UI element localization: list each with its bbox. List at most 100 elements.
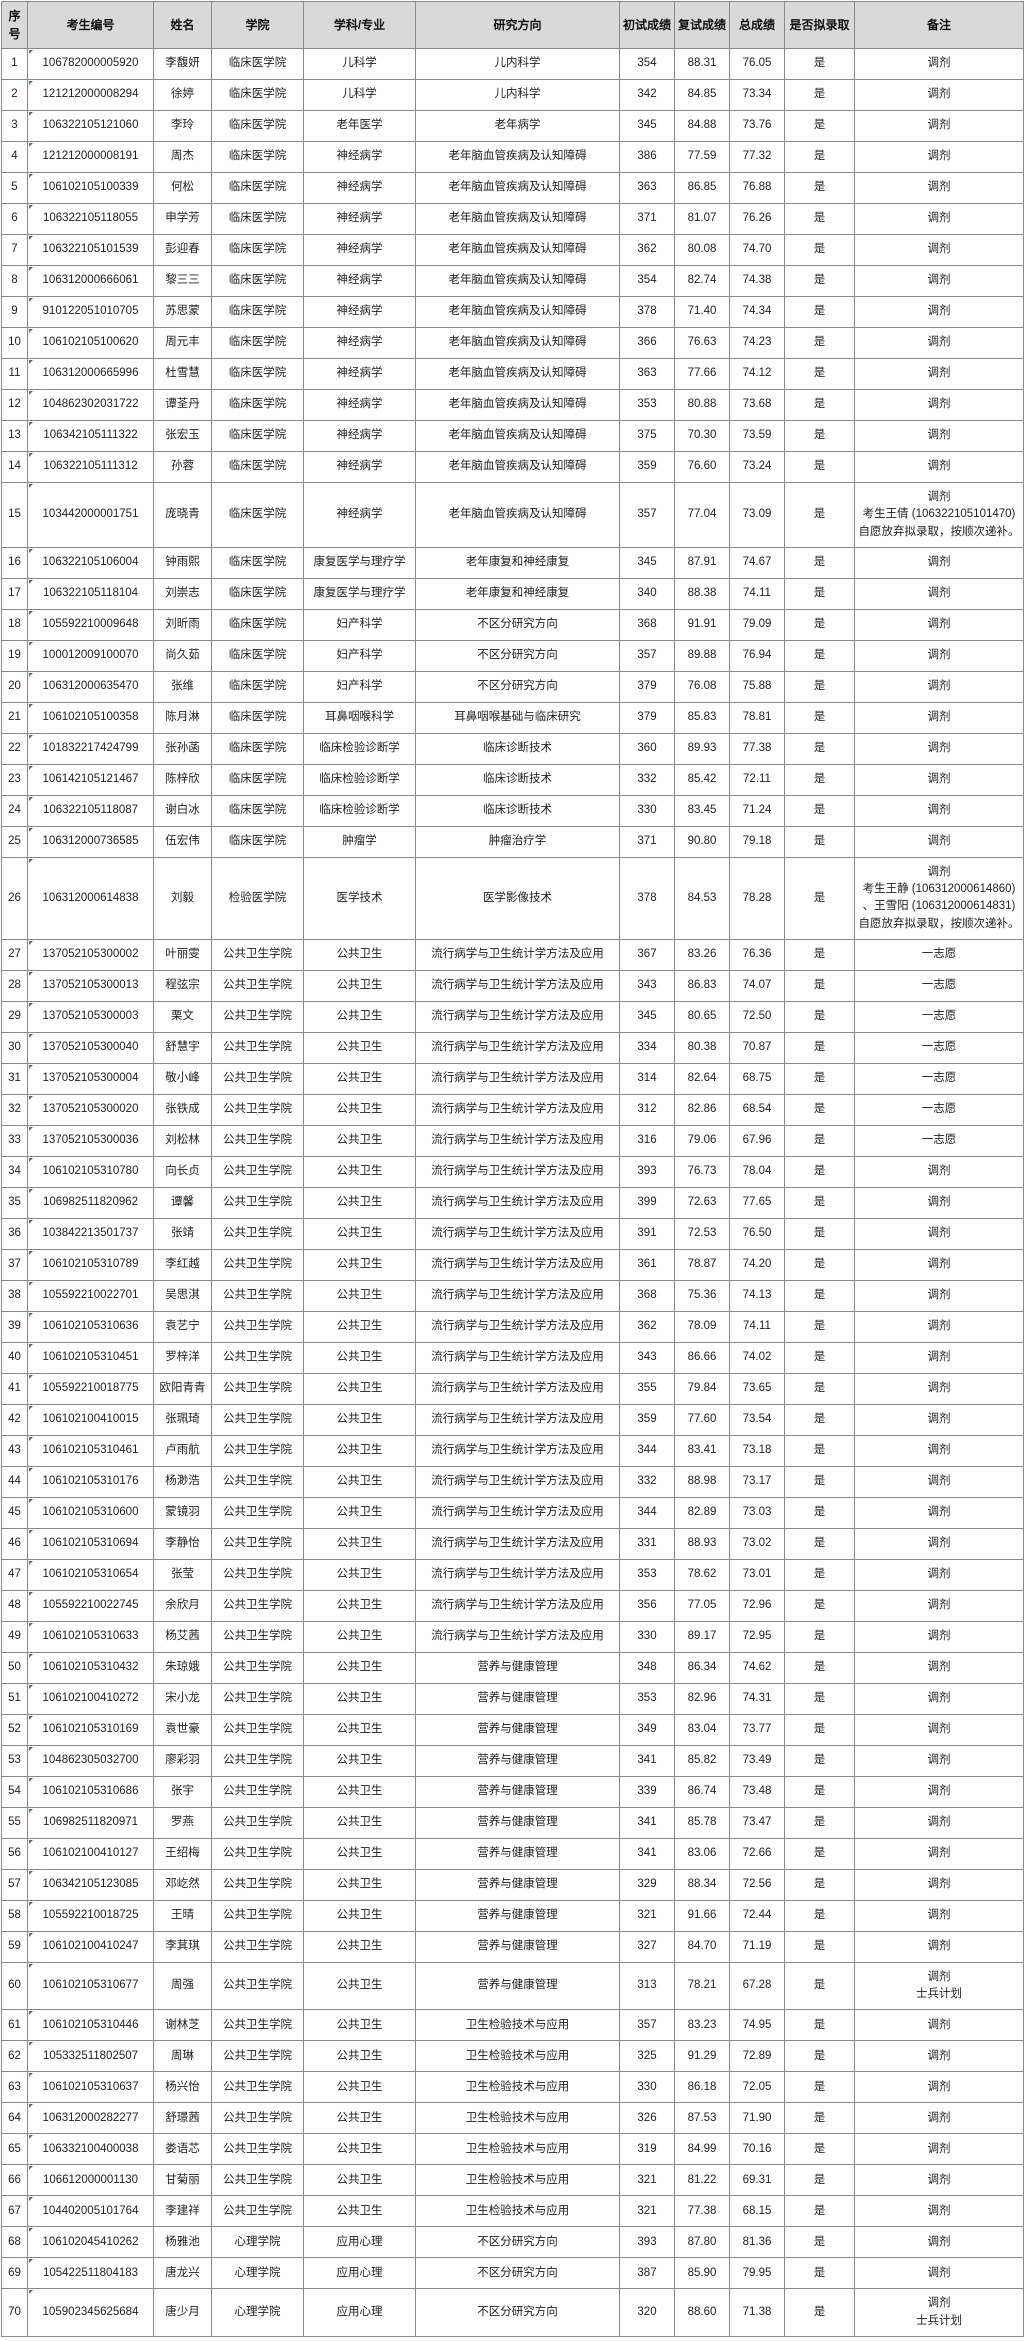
number-stored-as-text-marker-icon: [29, 1715, 33, 1720]
cell-retest_score: 85.78: [674, 1806, 730, 1839]
cell-major: 公共卫生: [303, 1186, 416, 1219]
cell-candidate_id: 106102105310600: [27, 1496, 154, 1529]
cell-initial_score: 345: [619, 1000, 675, 1033]
cell-index: 26: [1, 856, 28, 940]
cell-admitted: 是: [784, 1465, 855, 1498]
cell-index: 57: [1, 1868, 28, 1901]
number-stored-as-text-marker-icon: [29, 548, 33, 553]
cell-initial_score: 354: [619, 48, 675, 80]
cell-college: 心理学院: [211, 2226, 304, 2259]
cell-initial_score: 325: [619, 2040, 675, 2073]
number-stored-as-text-marker-icon: [29, 2166, 33, 2171]
cell-candidate_id: 106322105111312: [27, 451, 154, 483]
cell-admitted: 是: [784, 327, 855, 359]
cell-admitted: 是: [784, 1961, 855, 2011]
cell-index: 24: [1, 794, 28, 827]
cell-initial_score: 368: [619, 1279, 675, 1312]
cell-major: 神经病学: [303, 420, 416, 452]
table-row: 31 137052105300004 敬小峰 公共卫生学院 公共卫生 流行病学与卫生统计学…: [1, 1062, 1024, 1095]
cell-remark: 调剂: [854, 1558, 1024, 1591]
cell-major: 公共卫生: [303, 1496, 416, 1529]
cell-name: 刘松林: [153, 1124, 212, 1157]
cell-candidate_id: 106322105118087: [27, 794, 154, 827]
cell-index: 33: [1, 1124, 28, 1157]
cell-admitted: 是: [784, 265, 855, 297]
cell-candidate_id: 106342105123085: [27, 1868, 154, 1901]
table-row: 32 137052105300020 张铁成 公共卫生学院 公共卫生 流行病学与卫生统计学…: [1, 1093, 1024, 1126]
cell-remark: 调剂: [854, 1527, 1024, 1560]
cell-total_score: 72.50: [729, 1000, 785, 1033]
cell-admitted: 是: [784, 482, 855, 548]
cell-index: 45: [1, 1496, 28, 1529]
cell-retest_score: 88.93: [674, 1527, 730, 1560]
cell-college: 公共卫生学院: [211, 1434, 304, 1467]
cell-name: 杨雅池: [153, 2226, 212, 2259]
cell-research_direction: 流行病学与卫生统计学方法及应用: [415, 969, 620, 1002]
table-row: 1 106782000005920 李馥妍 临床医学院 儿科学 儿内科学 354 88.31 7…: [1, 48, 1024, 80]
cell-admitted: 是: [784, 1279, 855, 1312]
cell-candidate_id: 106332100400038: [27, 2133, 154, 2166]
cell-initial_score: 360: [619, 732, 675, 765]
cell-major: 公共卫生: [303, 1217, 416, 1250]
cell-remark: 调剂: [854, 141, 1024, 173]
cell-initial_score: 330: [619, 1620, 675, 1653]
cell-total_score: 81.36: [729, 2226, 785, 2259]
cell-index: 3: [1, 110, 28, 142]
table-row: 34 106102105310780 向长贞 公共卫生学院 公共卫生 流行病学与卫生统计学…: [1, 1155, 1024, 1188]
cell-major: 公共卫生: [303, 1837, 416, 1870]
table-body: 1 106782000005920 李馥妍 临床医学院 儿科学 儿内科学 354 88.31 7…: [1, 48, 1024, 2337]
table-header: 序号 考生编号 姓名 学院 学科/专业 研究方向 初试成绩 复试成绩 总成绩 是否拟录取 备注: [1, 1, 1024, 49]
cell-major: 公共卫生: [303, 1465, 416, 1498]
cell-research_direction: 老年脑血管疾病及认知障碍: [415, 141, 620, 173]
cell-research_direction: 不区分研究方向: [415, 2257, 620, 2290]
cell-retest_score: 84.99: [674, 2133, 730, 2166]
cell-retest_score: 77.66: [674, 358, 730, 390]
cell-candidate_id: 101832217424799: [27, 732, 154, 765]
cell-retest_score: 77.05: [674, 1589, 730, 1622]
cell-name: 苏思蒙: [153, 296, 212, 328]
cell-college: 公共卫生学院: [211, 2195, 304, 2228]
cell-index: 39: [1, 1310, 28, 1343]
cell-total_score: 76.50: [729, 1217, 785, 1250]
table-row: 21 106102105100358 陈月淋 临床医学院 耳鼻咽喉科学 耳鼻咽喉基础与临床…: [1, 701, 1024, 734]
col-header-name: 姓名: [153, 1, 212, 49]
cell-initial_score: 354: [619, 265, 675, 297]
cell-remark: 调剂: [854, 1651, 1024, 1684]
cell-name: 刘崇志: [153, 577, 212, 610]
cell-college: 临床医学院: [211, 265, 304, 297]
cell-major: 神经病学: [303, 265, 416, 297]
table-row: 38 105592210022701 吴思淇 公共卫生学院 公共卫生 流行病学与卫生统计学…: [1, 1279, 1024, 1312]
cell-name: 王晴: [153, 1899, 212, 1932]
cell-candidate_id: 137052105300040: [27, 1031, 154, 1064]
cell-research_direction: 流行病学与卫生统计学方法及应用: [415, 1062, 620, 1095]
cell-initial_score: 320: [619, 2288, 675, 2337]
cell-index: 17: [1, 577, 28, 610]
number-stored-as-text-marker-icon: [29, 484, 33, 488]
cell-total_score: 73.01: [729, 1558, 785, 1591]
cell-college: 公共卫生学院: [211, 1930, 304, 1963]
cell-remark: 调剂: [854, 327, 1024, 359]
cell-remark: 调剂: [854, 1868, 1024, 1901]
cell-name: 袁艺宁: [153, 1310, 212, 1343]
cell-retest_score: 76.73: [674, 1155, 730, 1188]
col-header-research_direction: 研究方向: [415, 1, 620, 49]
number-stored-as-text-marker-icon: [29, 1126, 33, 1131]
cell-total_score: 78.04: [729, 1155, 785, 1188]
cell-remark: 调剂: [854, 1930, 1024, 1963]
cell-total_score: 72.96: [729, 1589, 785, 1622]
cell-retest_score: 83.41: [674, 1434, 730, 1467]
cell-index: 2: [1, 79, 28, 111]
cell-index: 49: [1, 1620, 28, 1653]
table-row: 27 137052105300002 叶丽雯 公共卫生学院 公共卫生 流行病学与卫生统计学…: [1, 938, 1024, 971]
cell-index: 25: [1, 825, 28, 858]
cell-retest_score: 81.22: [674, 2164, 730, 2197]
cell-remark: 调剂: [854, 1310, 1024, 1343]
cell-remark: 调剂: [854, 1744, 1024, 1777]
cell-college: 公共卫生学院: [211, 2009, 304, 2042]
cell-name: 尚久茹: [153, 639, 212, 672]
cell-index: 21: [1, 701, 28, 734]
table-row: 41 105592210018775 欧阳青青 公共卫生学院 公共卫生 流行病学与卫生统计…: [1, 1372, 1024, 1405]
cell-total_score: 79.18: [729, 825, 785, 858]
cell-college: 公共卫生学院: [211, 2102, 304, 2135]
cell-name: 王绍梅: [153, 1837, 212, 1870]
